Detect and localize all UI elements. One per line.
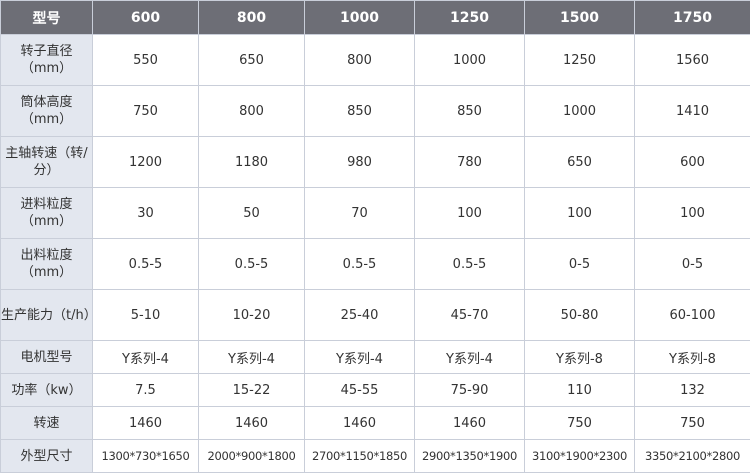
table-cell: 1250	[525, 35, 635, 86]
table-cell: 1460	[199, 407, 305, 440]
header-model-1500: 1500	[525, 1, 635, 35]
table-cell: 750	[93, 86, 199, 137]
table-cell: 3350*2100*2800	[635, 440, 750, 473]
table-cell: 50-80	[525, 290, 635, 341]
table-cell: 75-90	[415, 374, 525, 407]
table-cell: Y系列-8	[635, 341, 750, 374]
table-cell: 0.5-5	[93, 239, 199, 290]
table-cell: 10-20	[199, 290, 305, 341]
header-model-1000: 1000	[305, 1, 415, 35]
table-row: 功率（kw） 7.5 15-22 45-55 75-90 110 132	[1, 374, 750, 407]
row-label: 出料粒度（mm）	[1, 239, 93, 290]
table-cell: 650	[525, 137, 635, 188]
table-row: 生产能力（t/h） 5-10 10-20 25-40 45-70 50-80 6…	[1, 290, 750, 341]
table-row: 筒体高度（mm） 750 800 850 850 1000 1410	[1, 86, 750, 137]
table-cell: 550	[93, 35, 199, 86]
table-cell: 780	[415, 137, 525, 188]
table-cell: Y系列-4	[415, 341, 525, 374]
table-cell: 650	[199, 35, 305, 86]
table-row: 电机型号 Y系列-4 Y系列-4 Y系列-4 Y系列-4 Y系列-8 Y系列-8	[1, 341, 750, 374]
table-cell: 132	[635, 374, 750, 407]
table-row: 主轴转速（转/分） 1200 1180 980 780 650 600	[1, 137, 750, 188]
table-cell: 800	[305, 35, 415, 86]
table-cell: 2700*1150*1850	[305, 440, 415, 473]
row-label: 主轴转速（转/分）	[1, 137, 93, 188]
table-cell: 1000	[415, 35, 525, 86]
table-cell: 1300*730*1650	[93, 440, 199, 473]
table-cell: 1000	[525, 86, 635, 137]
table-cell: 0.5-5	[415, 239, 525, 290]
row-label: 功率（kw）	[1, 374, 93, 407]
table-cell: 2900*1350*1900	[415, 440, 525, 473]
table-cell: 15-22	[199, 374, 305, 407]
header-model-1750: 1750	[635, 1, 750, 35]
table-cell: Y系列-4	[93, 341, 199, 374]
row-label: 电机型号	[1, 341, 93, 374]
table-cell: 750	[635, 407, 750, 440]
table-cell: 1460	[305, 407, 415, 440]
header-model-800: 800	[199, 1, 305, 35]
table-cell: 1460	[93, 407, 199, 440]
row-label: 转子直径（mm）	[1, 35, 93, 86]
table-cell: 30	[93, 188, 199, 239]
table-cell: 850	[305, 86, 415, 137]
header-row: 型号 600 800 1000 1250 1500 1750	[1, 1, 750, 35]
row-label: 筒体高度（mm）	[1, 86, 93, 137]
table-cell: 1560	[635, 35, 750, 86]
table-cell: 850	[415, 86, 525, 137]
table-cell: 100	[635, 188, 750, 239]
table-cell: 0-5	[635, 239, 750, 290]
table-cell: 1410	[635, 86, 750, 137]
table-cell: 50	[199, 188, 305, 239]
table-cell: 600	[635, 137, 750, 188]
table-cell: 750	[525, 407, 635, 440]
table-cell: 5-10	[93, 290, 199, 341]
table-row: 转子直径（mm） 550 650 800 1000 1250 1560	[1, 35, 750, 86]
table-cell: 0.5-5	[305, 239, 415, 290]
table-cell: 2000*900*1800	[199, 440, 305, 473]
header-model-label: 型号	[1, 1, 93, 35]
table-cell: 100	[415, 188, 525, 239]
table-cell: Y系列-8	[525, 341, 635, 374]
table-row: 外型尺寸 1300*730*1650 2000*900*1800 2700*11…	[1, 440, 750, 473]
row-label: 外型尺寸	[1, 440, 93, 473]
header-model-1250: 1250	[415, 1, 525, 35]
table-cell: Y系列-4	[199, 341, 305, 374]
table-cell: 70	[305, 188, 415, 239]
table-cell: 45-70	[415, 290, 525, 341]
table-cell: 0.5-5	[199, 239, 305, 290]
table-cell: 25-40	[305, 290, 415, 341]
table-cell: 3100*1900*2300	[525, 440, 635, 473]
table-cell: 110	[525, 374, 635, 407]
row-label: 生产能力（t/h）	[1, 290, 93, 341]
table-cell: 0-5	[525, 239, 635, 290]
table-row: 转速 1460 1460 1460 1460 750 750	[1, 407, 750, 440]
table-cell: 1460	[415, 407, 525, 440]
table-row: 出料粒度（mm） 0.5-5 0.5-5 0.5-5 0.5-5 0-5 0-5	[1, 239, 750, 290]
table-cell: 800	[199, 86, 305, 137]
table-cell: 7.5	[93, 374, 199, 407]
table-cell: 980	[305, 137, 415, 188]
table-cell: 45-55	[305, 374, 415, 407]
row-label: 进料粒度（mm）	[1, 188, 93, 239]
table-cell: Y系列-4	[305, 341, 415, 374]
table-row: 进料粒度（mm） 30 50 70 100 100 100	[1, 188, 750, 239]
row-label: 转速	[1, 407, 93, 440]
table-cell: 1200	[93, 137, 199, 188]
table-cell: 60-100	[635, 290, 750, 341]
table-cell: 1180	[199, 137, 305, 188]
table-cell: 100	[525, 188, 635, 239]
header-model-600: 600	[93, 1, 199, 35]
